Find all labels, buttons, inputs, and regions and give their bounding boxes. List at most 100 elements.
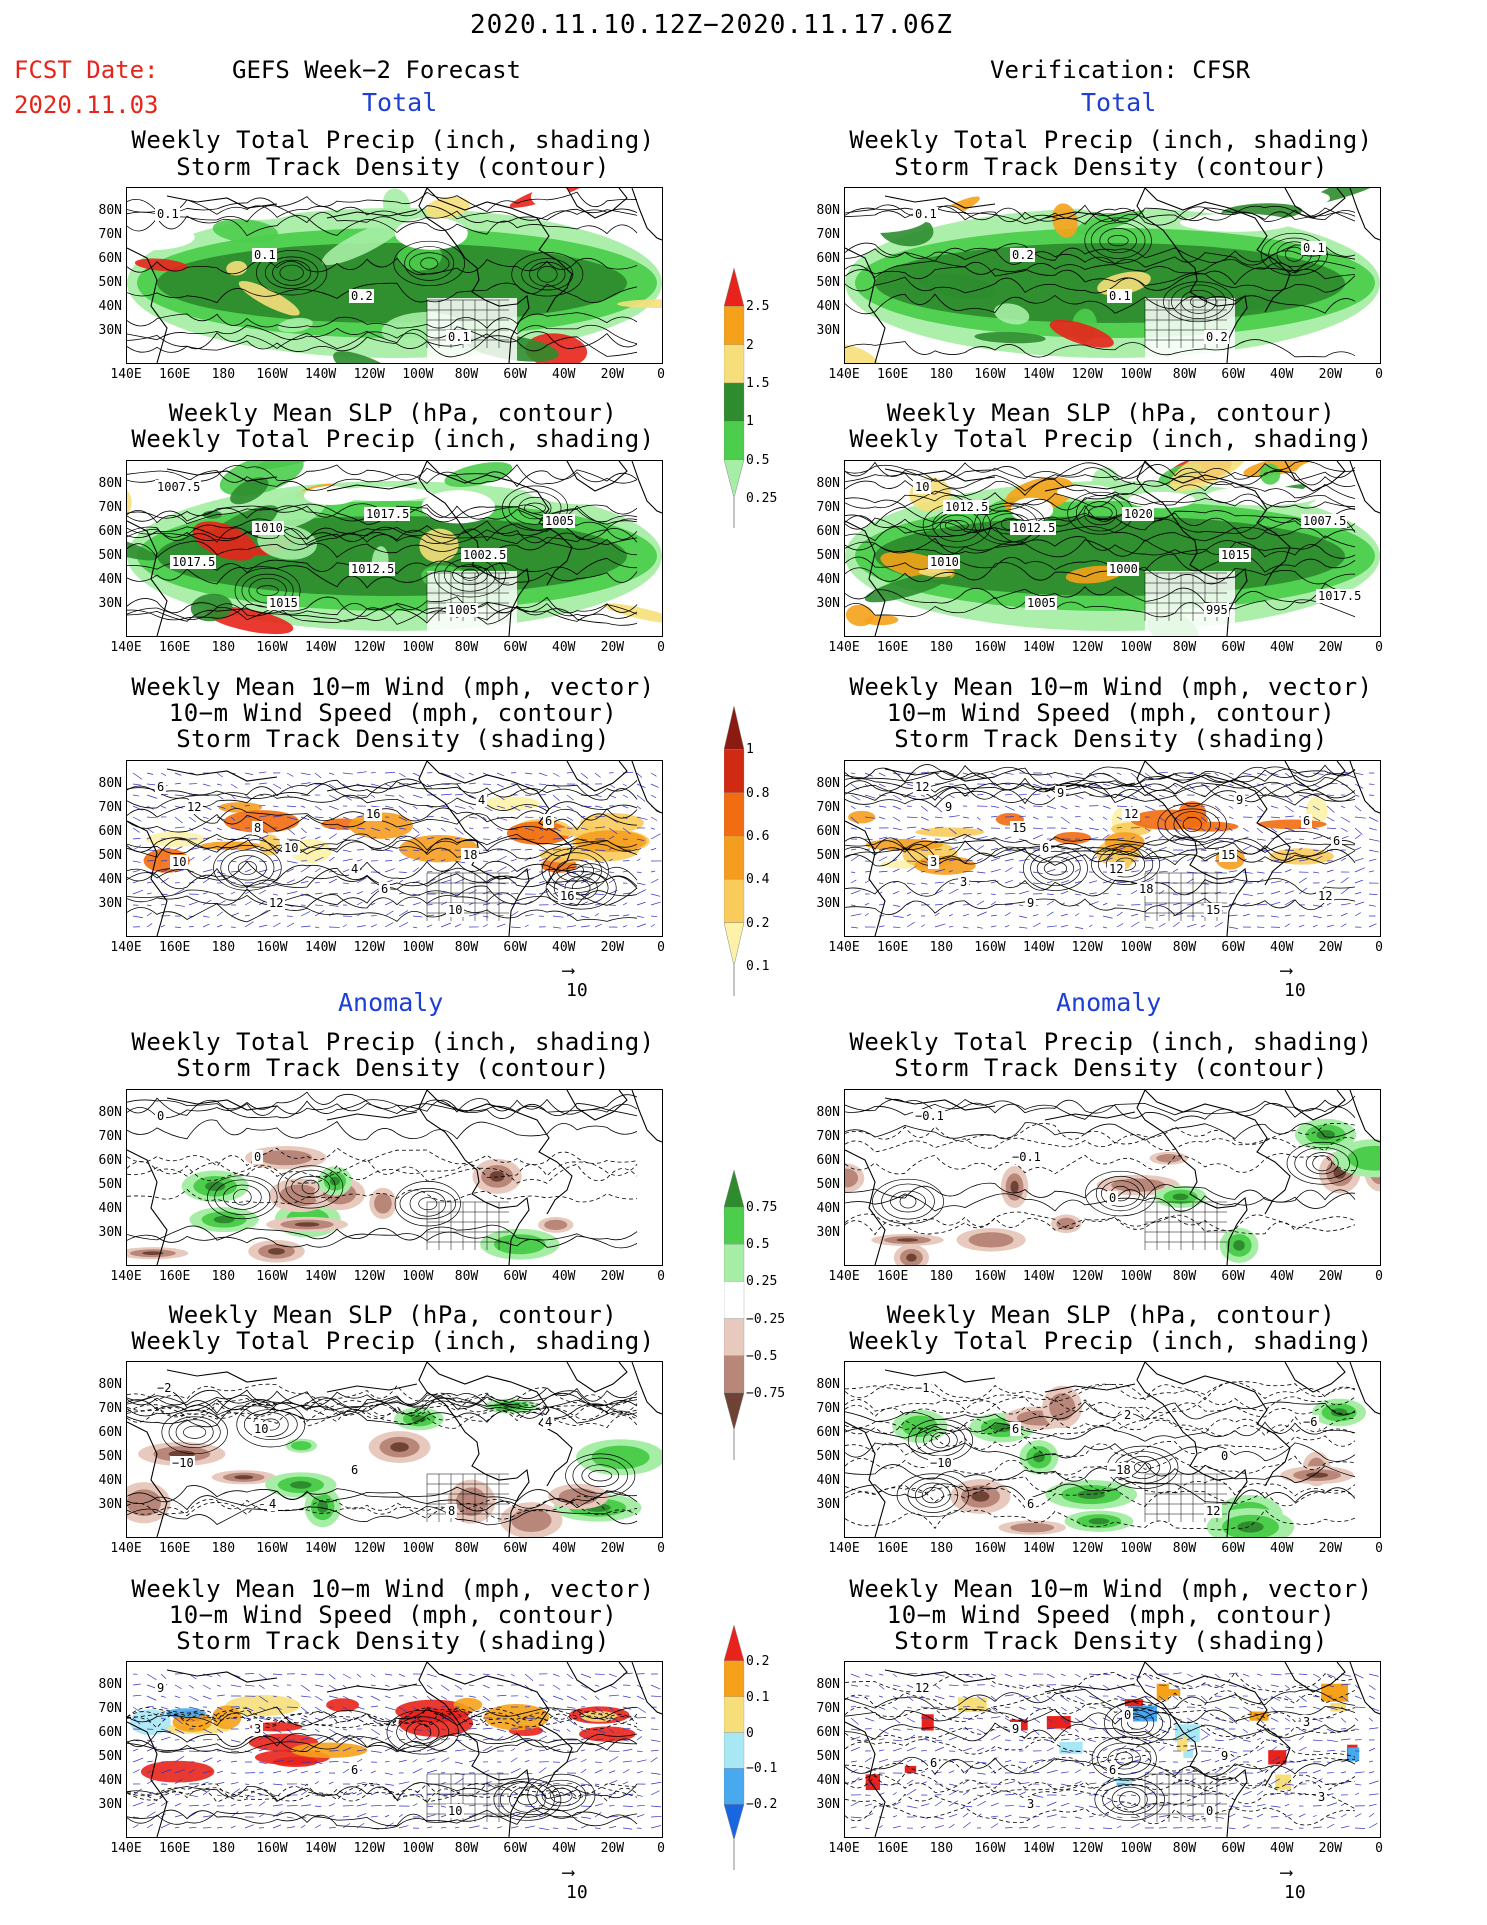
svg-text:1017.5: 1017.5 — [1318, 589, 1361, 603]
svg-text:9: 9 — [945, 800, 952, 814]
title-l4-line1: Weekly Total Precip (inch, shading) — [131, 1028, 655, 1056]
map-panel: 0.1 0.1 0.2 0.1 — [126, 187, 663, 364]
contour-label: 9 — [155, 1681, 166, 1695]
svg-text:12: 12 — [915, 1681, 929, 1695]
contour-label: 6 — [543, 814, 554, 828]
lon-label: 40W — [1270, 1541, 1294, 1556]
colorbar-storm-anomaly: 0.2 0.1 0 −0.1 −0.2 — [723, 1624, 784, 1870]
svg-text:−2: −2 — [157, 1381, 171, 1395]
lon-label: 80W — [1172, 1841, 1197, 1856]
svg-text:16: 16 — [560, 889, 574, 903]
lon-label: 160W — [256, 640, 288, 655]
lat-label: 30N — [816, 1225, 840, 1240]
contour-label: 1017.5 — [1316, 589, 1362, 603]
contour-label: 9 — [1010, 1722, 1021, 1736]
svg-text:9: 9 — [1012, 1722, 1019, 1736]
colorbar-label: 0.2 — [746, 915, 770, 931]
map-panel: 1007.5 1010 1012.5 1005 1005 1017.5 1015 1017.5… — [126, 460, 663, 637]
lon-label: 40W — [1270, 1841, 1294, 1856]
svg-text:3: 3 — [1303, 1715, 1310, 1729]
contour-label: 0 — [1122, 1708, 1133, 1722]
lon-label: 160W — [974, 940, 1006, 955]
colorbar-label: 0 — [746, 1725, 754, 1741]
map-svg: 12 9 6 0 3 6 3 0 9 3 — [845, 1662, 1380, 1837]
contour-label: 10 — [446, 1804, 464, 1818]
lon-label: 120W — [353, 1841, 385, 1856]
contour-label: 12 — [267, 896, 285, 910]
lat-label: 30N — [98, 1797, 122, 1812]
lon-label: 140W — [304, 1269, 337, 1284]
lon-label: 40W — [552, 1541, 576, 1556]
lon-label: 140W — [1022, 1269, 1055, 1284]
vector-ref-arrow-l1: ⟶ — [563, 960, 574, 981]
colorbar-label: −0.1 — [746, 1761, 778, 1777]
lat-label: 70N — [816, 500, 840, 515]
svg-text:15: 15 — [1221, 848, 1235, 862]
lat-label: 50N — [816, 1177, 840, 1192]
lon-label: 0 — [657, 1269, 665, 1284]
lon-label: 100W — [402, 1269, 434, 1284]
lon-label: 160E — [159, 940, 191, 955]
lat-label: 50N — [98, 548, 122, 563]
right-column-title: Verification: CFSR — [990, 56, 1251, 84]
contour-label: 0 — [1219, 1449, 1230, 1463]
lon-label: 20W — [600, 367, 625, 382]
lon-label: 60W — [1221, 940, 1245, 955]
svg-text:12: 12 — [187, 800, 201, 814]
contour-label: 1005 — [1025, 596, 1057, 610]
contour-label: 9 — [1025, 896, 1036, 910]
contour-label: 1007.5 — [155, 480, 201, 494]
contour-label: 6 — [1040, 841, 1051, 855]
lat-label: 40N — [816, 1473, 840, 1488]
colorbar-label: −0.5 — [746, 1348, 778, 1364]
lon-label: 160W — [256, 1269, 288, 1284]
lon-label: 120W — [353, 1541, 385, 1556]
lon-label: 80W — [454, 1541, 479, 1556]
map-panel: −2 10 6 8 4 −10 4 — [126, 1361, 663, 1538]
svg-text:9: 9 — [1057, 786, 1064, 800]
lon-label: 80W — [454, 1269, 479, 1284]
svg-text:6: 6 — [1042, 841, 1049, 855]
svg-text:3: 3 — [254, 1722, 261, 1736]
svg-text:0: 0 — [1124, 1708, 1131, 1722]
lat-label: 30N — [816, 596, 840, 611]
title-l2-line1: Weekly Mean SLP (hPa, contour) — [168, 399, 618, 427]
map-panel: 9 3 6 10 — [126, 1661, 663, 1838]
colorbar-label: 0.25 — [746, 1274, 778, 1290]
svg-text:0.1: 0.1 — [915, 207, 937, 221]
contour-label: 0.1 — [446, 330, 471, 344]
svg-text:0.2: 0.2 — [351, 289, 373, 303]
contour-label: 3 — [1301, 1715, 1312, 1729]
map-panel: 6 8 4 10 6 10 12 16 18 16 12 10 6 4 — [126, 760, 663, 937]
fcst-date-value: 2020.11.03 — [14, 91, 159, 119]
lon-label: 80W — [1172, 1541, 1197, 1556]
svg-text:1005: 1005 — [448, 603, 477, 617]
left-section-total: Total — [362, 88, 438, 117]
lon-label: 140E — [828, 1541, 860, 1556]
map-svg: 10 1012.5 1000 995 1007.5 1010 1005 1020 1015 101… — [845, 461, 1380, 636]
lat-label: 60N — [98, 1153, 122, 1168]
lon-label: 120W — [1071, 1541, 1103, 1556]
contour-label: 6 — [349, 1463, 360, 1477]
title-r4-line1: Weekly Total Precip (inch, shading) — [849, 1028, 1373, 1056]
lat-label: 40N — [98, 1773, 122, 1788]
lon-label: 140W — [304, 640, 337, 655]
lon-label: 60W — [503, 640, 527, 655]
contour-label: −0.1 — [913, 1109, 945, 1123]
lon-label: 140W — [304, 940, 337, 955]
lon-label: 100W — [1120, 640, 1152, 655]
lon-label: 180 — [929, 1269, 954, 1284]
contour-label: 8 — [252, 821, 263, 835]
contour-label: 0.1 — [1301, 241, 1326, 255]
map-svg: 0.1 0.1 0.2 0.1 — [127, 188, 662, 363]
lat-label: 60N — [816, 524, 840, 539]
svg-text:12: 12 — [269, 896, 283, 910]
contour-label: 4 — [349, 862, 360, 876]
lat-label: 60N — [816, 824, 840, 839]
lon-label: 0 — [1375, 1269, 1383, 1284]
lat-label: 60N — [816, 1425, 840, 1440]
contour-label: 0 — [1107, 1191, 1118, 1205]
lon-label: 160W — [974, 367, 1006, 382]
contour-label: −0.1 — [1010, 1150, 1042, 1164]
map-panel: 0.1 0.2 0.1 0.2 0.1 — [844, 187, 1381, 364]
